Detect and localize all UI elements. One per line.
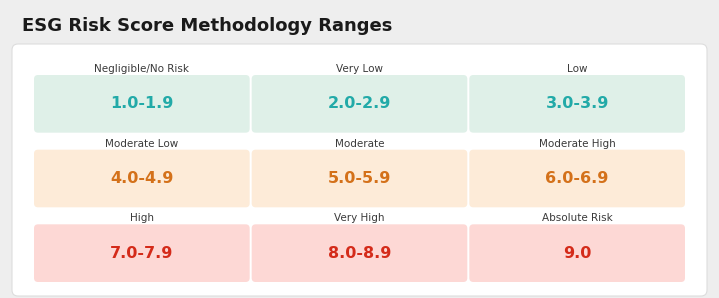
FancyBboxPatch shape	[470, 150, 685, 207]
FancyBboxPatch shape	[470, 75, 685, 133]
Text: Moderate High: Moderate High	[539, 139, 615, 149]
Text: 9.0: 9.0	[563, 246, 591, 261]
Text: Very High: Very High	[334, 213, 385, 223]
Text: 1.0-1.9: 1.0-1.9	[110, 96, 173, 111]
Text: 2.0-2.9: 2.0-2.9	[328, 96, 391, 111]
FancyBboxPatch shape	[34, 150, 249, 207]
FancyBboxPatch shape	[252, 224, 467, 282]
FancyBboxPatch shape	[470, 224, 685, 282]
Text: 3.0-3.9: 3.0-3.9	[546, 96, 609, 111]
FancyBboxPatch shape	[252, 75, 467, 133]
Text: High: High	[130, 213, 154, 223]
Text: 8.0-8.9: 8.0-8.9	[328, 246, 391, 261]
FancyBboxPatch shape	[252, 150, 467, 207]
Text: 6.0-6.9: 6.0-6.9	[546, 171, 609, 186]
Text: 4.0-4.9: 4.0-4.9	[110, 171, 173, 186]
Text: Absolute Risk: Absolute Risk	[542, 213, 613, 223]
Text: 5.0-5.9: 5.0-5.9	[328, 171, 391, 186]
Text: Very Low: Very Low	[336, 64, 383, 74]
Text: ESG Risk Score Methodology Ranges: ESG Risk Score Methodology Ranges	[22, 17, 393, 35]
Text: Negligible/No Risk: Negligible/No Risk	[94, 64, 189, 74]
Text: Moderate: Moderate	[335, 139, 384, 149]
FancyBboxPatch shape	[34, 75, 249, 133]
Text: Moderate Low: Moderate Low	[105, 139, 178, 149]
Text: Low: Low	[567, 64, 587, 74]
Text: 7.0-7.9: 7.0-7.9	[110, 246, 173, 261]
FancyBboxPatch shape	[34, 224, 249, 282]
FancyBboxPatch shape	[12, 44, 707, 296]
